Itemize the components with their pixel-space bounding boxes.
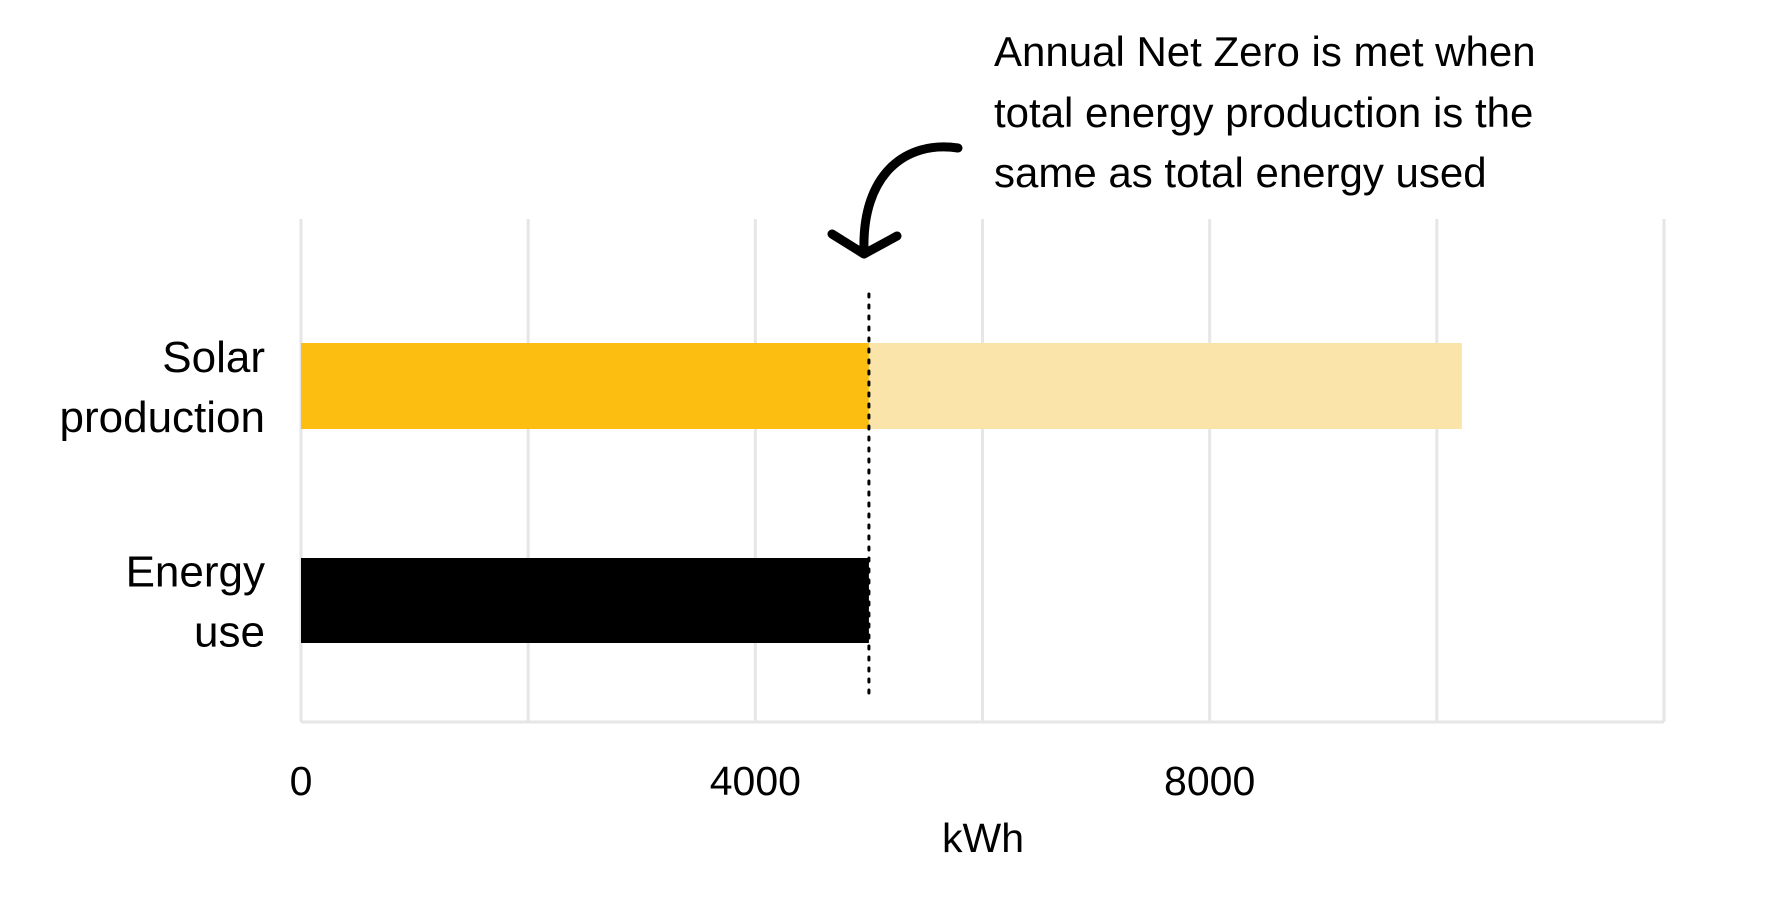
- x-tick-label: 8000: [1164, 758, 1255, 804]
- bar-solar-production-segment-2: [868, 343, 1462, 429]
- bars: [301, 343, 1462, 643]
- arrowhead-icon: [827, 229, 902, 259]
- annotation-line-2: total energy production is the: [994, 89, 1533, 136]
- curved-arrow-icon: [859, 142, 963, 255]
- category-label: production: [60, 393, 265, 442]
- gridlines: [299, 219, 1666, 724]
- x-tick-label: 0: [290, 758, 313, 804]
- category-label: use: [194, 608, 265, 657]
- bar-solar-production-segment-1: [301, 343, 869, 429]
- annotation: Annual Net Zero is met when total energy…: [827, 28, 1536, 259]
- annotation-line-1: Annual Net Zero is met when: [994, 28, 1536, 75]
- x-axis-label: kWh: [942, 815, 1024, 861]
- category-labels: Solar production Energy use: [60, 333, 265, 657]
- x-tick-labels: 0 4000 8000: [290, 758, 1256, 804]
- bar-energy-use-segment-1: [301, 558, 869, 643]
- annotation-line-3: same as total energy used: [994, 149, 1487, 196]
- x-tick-label: 4000: [710, 758, 801, 804]
- category-label: Solar: [162, 333, 265, 382]
- category-label: Energy: [126, 548, 265, 597]
